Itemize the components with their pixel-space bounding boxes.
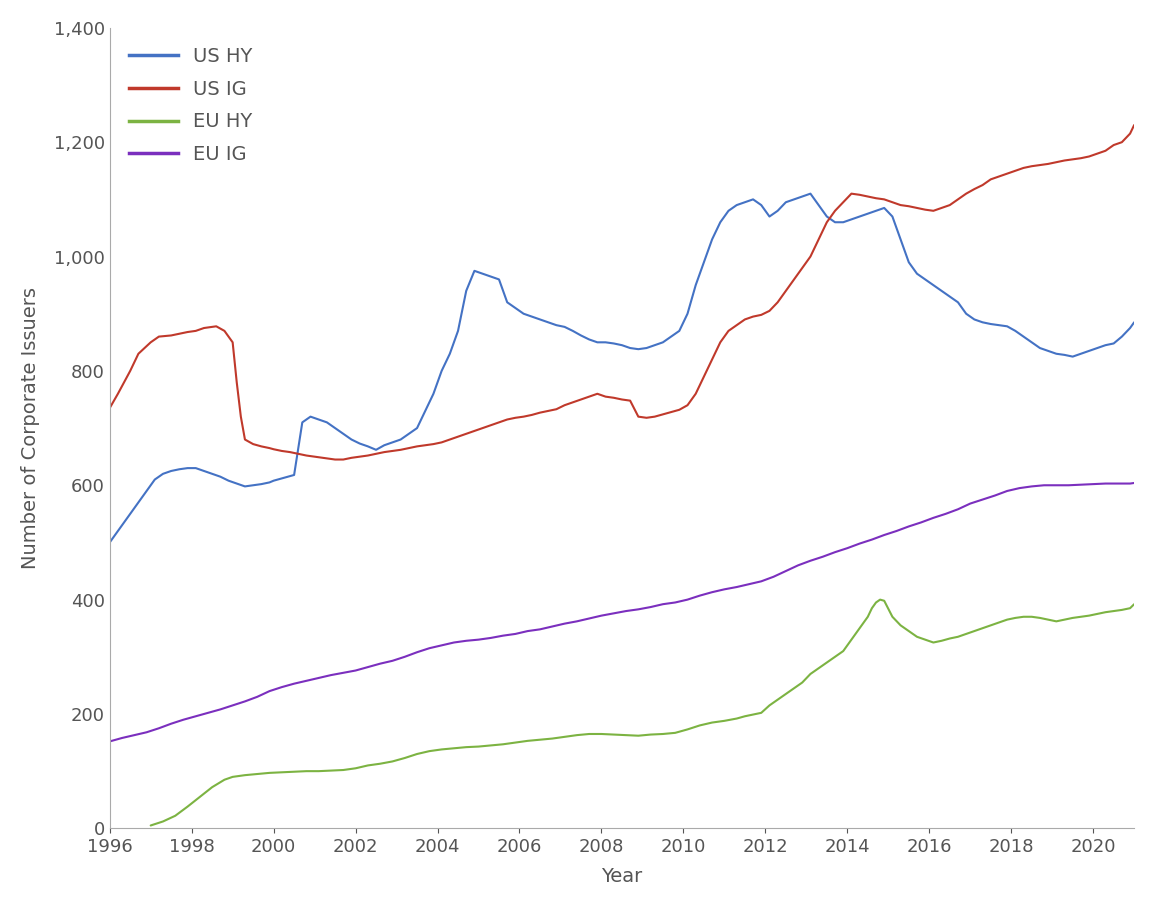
Legend: US HY, US IG, EU HY, EU IG: US HY, US IG, EU HY, EU IG (119, 37, 262, 174)
Y-axis label: Number of Corporate Issuers: Number of Corporate Issuers (21, 288, 39, 569)
X-axis label: Year: Year (602, 867, 642, 886)
